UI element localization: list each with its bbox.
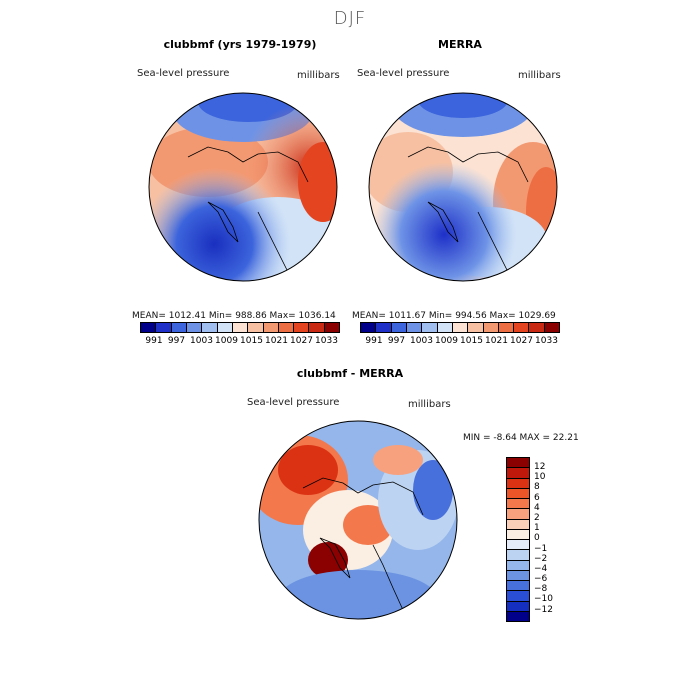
colorbar-swatch [507, 509, 529, 520]
colorbar-tick-label: 6 [534, 492, 540, 503]
colorbar-tick-label: 1015 [460, 336, 483, 346]
colorbar-swatch [507, 570, 529, 581]
colorbar-tick-label: 10 [534, 472, 546, 483]
colorbar-tick-label: 2 [534, 512, 540, 523]
colorbar-swatch [294, 323, 310, 332]
colorbar-swatch [437, 323, 453, 332]
right-stats: MEAN= 1011.67 Min= 994.56 Max= 1029.69 [352, 311, 556, 321]
right-units-label: millibars [518, 70, 561, 81]
colorbar-tick-label: 997 [167, 336, 186, 346]
colorbar-swatch [186, 323, 203, 332]
colorbar-tick-label: 1027 [290, 336, 313, 346]
colorbar-swatch [507, 499, 529, 510]
colorbar-swatch [507, 581, 529, 592]
colorbar-tick-label: 1027 [510, 336, 533, 346]
right-map [368, 92, 558, 282]
colorbar-tick-label: 1 [534, 523, 540, 534]
colorbar-swatch [141, 323, 157, 332]
colorbar-tick-label: −10 [534, 594, 553, 605]
colorbar-tick-label: 1015 [240, 336, 263, 346]
colorbar-swatch [324, 323, 340, 332]
colorbar-tick-label: −2 [534, 553, 548, 564]
diff-units-label: millibars [408, 399, 451, 410]
diff-colorbar-labels: 12 10 8 6 4 2 1 0 −1 −2 −4 −6 −8 −10 −12 [534, 462, 553, 615]
colorbar-swatch [507, 560, 529, 571]
colorbar-swatch [483, 323, 499, 332]
figure-title: DJF [333, 8, 367, 29]
colorbar-tick-label: 997 [387, 336, 406, 346]
colorbar-swatch [544, 323, 560, 332]
colorbar-tick-label: 991 [145, 336, 163, 346]
colorbar-swatch [507, 458, 529, 469]
colorbar-swatch [507, 478, 529, 489]
colorbar-swatch [507, 519, 529, 530]
right-variable-label: Sea-level pressure [357, 68, 450, 79]
colorbar-swatch [507, 591, 529, 602]
colorbar-swatch [507, 611, 529, 621]
colorbar-swatch [263, 323, 279, 332]
colorbar-swatch [202, 323, 218, 332]
right-colorbar [360, 322, 560, 333]
left-panel-title: clubbmf (yrs 1979-1979) [163, 38, 317, 51]
colorbar-swatch [278, 323, 295, 332]
colorbar-swatch [156, 323, 172, 332]
colorbar-tick-label: −4 [534, 563, 548, 574]
colorbar-swatch [452, 323, 469, 332]
left-stats: MEAN= 1012.41 Min= 988.86 Max= 1036.14 [132, 311, 336, 321]
colorbar-tick-label: 1003 [190, 336, 213, 346]
colorbar-swatch [406, 323, 423, 332]
colorbar-swatch [507, 601, 529, 612]
right-colorbar-ticks: 991 997 1003 1009 1015 1021 1027 1033 [364, 336, 559, 346]
colorbar-swatch [361, 323, 377, 332]
diff-panel-title: clubbmf - MERRA [296, 367, 404, 380]
colorbar-swatch [232, 323, 249, 332]
colorbar-swatch [507, 550, 529, 561]
colorbar-swatch [217, 323, 233, 332]
diff-variable-label: Sea-level pressure [247, 397, 340, 408]
colorbar-tick-label: 991 [365, 336, 383, 346]
colorbar-swatch [171, 323, 187, 332]
colorbar-tick-label: 1033 [535, 336, 558, 346]
left-colorbar-ticks: 991 997 1003 1009 1015 1021 1027 1033 [144, 336, 339, 346]
colorbar-swatch [498, 323, 515, 332]
colorbar-tick-label: −1 [534, 543, 548, 554]
colorbar-swatch [514, 323, 530, 332]
colorbar-tick-label: 1021 [485, 336, 508, 346]
colorbar-tick-label: 1021 [265, 336, 288, 346]
colorbar-swatch [422, 323, 438, 332]
diff-stats: MIN = -8.64 MAX = 22.21 [463, 433, 579, 443]
colorbar-tick-label: 1009 [215, 336, 238, 346]
colorbar-tick-label: 8 [534, 482, 540, 493]
colorbar-tick-label: 0 [534, 533, 540, 544]
right-panel-title: MERRA [438, 38, 482, 51]
colorbar-tick-label: −6 [534, 574, 548, 585]
colorbar-swatch [309, 323, 325, 332]
diff-colorbar [506, 457, 530, 622]
left-units-label: millibars [297, 70, 340, 81]
colorbar-swatch [507, 488, 529, 499]
diff-map [258, 420, 458, 620]
colorbar-tick-label: −12 [534, 604, 553, 615]
colorbar-tick-label: 1003 [410, 336, 433, 346]
colorbar-swatch [391, 323, 407, 332]
colorbar-tick-label: 1009 [435, 336, 458, 346]
colorbar-swatch [376, 323, 392, 332]
colorbar-swatch [507, 468, 529, 479]
colorbar-tick-label: 12 [534, 462, 546, 472]
left-map [148, 92, 338, 282]
colorbar-swatch [468, 323, 484, 332]
colorbar-tick-label: 1033 [315, 336, 338, 346]
left-colorbar [140, 322, 340, 333]
colorbar-swatch [507, 540, 529, 551]
colorbar-tick-label: −8 [534, 584, 548, 595]
colorbar-tick-label: 4 [534, 502, 540, 513]
colorbar-swatch [507, 529, 529, 540]
colorbar-swatch [529, 323, 545, 332]
colorbar-swatch [248, 323, 264, 332]
left-variable-label: Sea-level pressure [137, 68, 230, 79]
